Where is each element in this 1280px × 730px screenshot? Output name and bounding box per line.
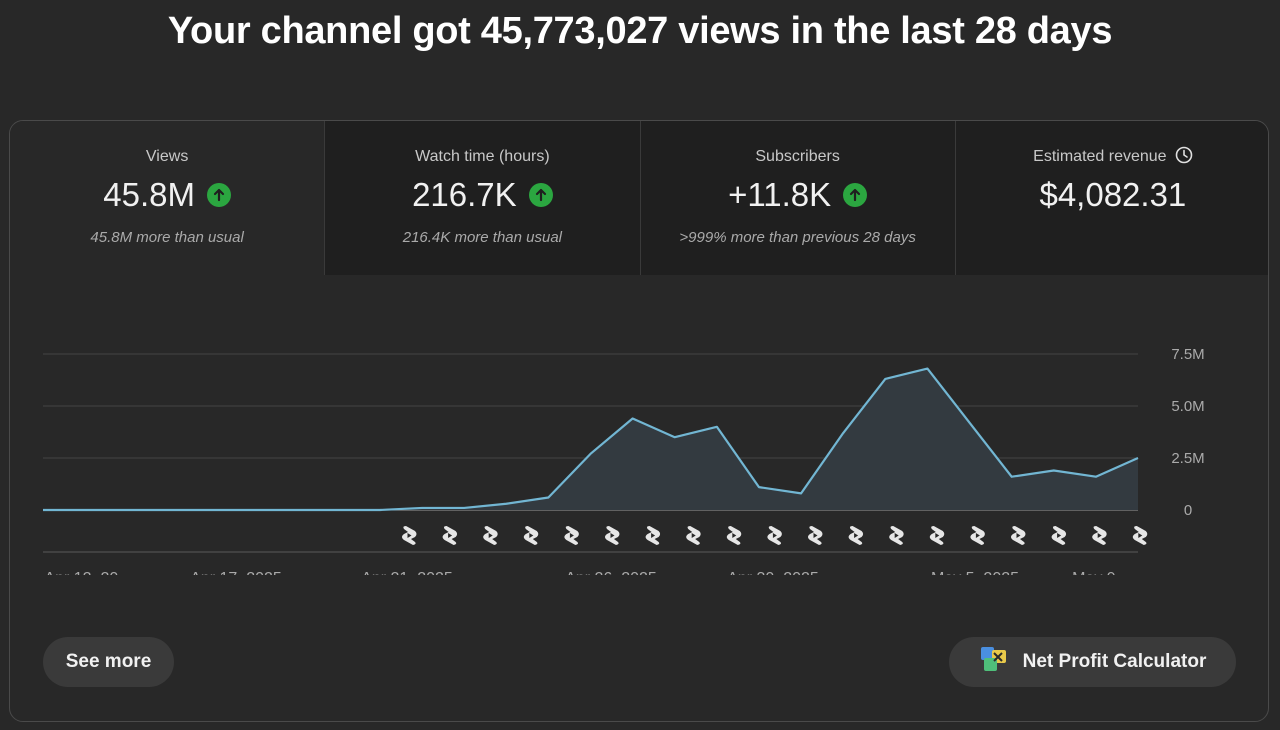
x-tick-label: Apr 17, 2025 — [190, 570, 282, 575]
see-more-button[interactable]: See more — [43, 637, 174, 687]
shorts-marker-icon[interactable] — [726, 526, 742, 545]
arrow-up-icon — [206, 183, 231, 207]
metric-value: $4,082.31 — [1039, 176, 1187, 213]
x-tick-label: Apr 12, 20... — [44, 570, 131, 575]
y-tick-label: 7.5M — [1171, 346, 1204, 363]
metric-label: Views — [145, 148, 189, 165]
net-profit-calculator-button[interactable]: Net Profit Calculator — [949, 637, 1236, 687]
x-tick-label: Apr 30, 2025 — [727, 570, 819, 575]
y-tick-label: 0 — [1184, 502, 1192, 519]
tab-views[interactable]: Views 45.8M 45.8M more than usual — [10, 121, 326, 275]
shorts-marker-icon[interactable] — [1132, 526, 1148, 545]
y-tick-label: 2.5M — [1171, 450, 1204, 467]
arrow-up-icon — [843, 183, 868, 207]
x-tick-label: May 9, ... — [1072, 570, 1138, 575]
area-fill — [43, 368, 1138, 510]
tab-subscribers[interactable]: Subscribers +11.8K >999% more than previ… — [640, 121, 956, 275]
x-tick-label: Apr 26, 2025 — [565, 570, 657, 575]
shorts-marker-icon[interactable] — [767, 526, 782, 545]
page-title: Your channel got 45,773,027 views in the… — [167, 10, 1113, 52]
metric-label: Estimated revenue — [1033, 148, 1167, 165]
views-chart[interactable]: 7.5M 5.0M 2.5M 0 Apr 12, 20... Apr 17, 2025 Ap… — [10, 275, 1269, 575]
shorts-marker-icon[interactable] — [442, 526, 458, 545]
shorts-marker-icon[interactable] — [645, 526, 661, 545]
clock-icon — [1175, 146, 1193, 169]
series-line — [43, 367, 1139, 512]
shorts-marker-icon[interactable] — [686, 526, 701, 545]
metric-comparison: 216.4K more than usual — [402, 229, 563, 246]
metric-label: Watch time (hours) — [415, 148, 550, 165]
arrow-up-icon — [528, 183, 553, 207]
shorts-marker-icon[interactable] — [402, 526, 417, 545]
shorts-marker-icon[interactable] — [1011, 526, 1026, 545]
metric-value: +11.8K — [728, 176, 832, 213]
metric-comparison: 45.8M more than usual — [90, 229, 244, 246]
tab-estimated-revenue[interactable]: Estimated revenue $4,082.31 — [955, 121, 1268, 275]
shorts-marker-icon[interactable] — [970, 526, 985, 545]
x-tick-label: Apr 21, 2025 — [361, 570, 453, 575]
x-tick-label: May 5, 2025 — [931, 570, 1019, 575]
metric-tabs: Views 45.8M 45.8M more than usual Watch … — [10, 121, 1268, 275]
metric-value: 216.7K — [412, 176, 517, 213]
metric-label: Subscribers — [755, 148, 840, 165]
shorts-marker-icon[interactable] — [523, 526, 539, 545]
shorts-marker-icon[interactable] — [564, 526, 579, 545]
calculator-logo-icon — [979, 644, 1009, 680]
shorts-marker-icon[interactable] — [1051, 526, 1067, 545]
shorts-marker-icon[interactable] — [929, 526, 945, 545]
analytics-card: Views 45.8M 45.8M more than usual Watch … — [9, 120, 1269, 722]
shorts-marker-icon[interactable] — [605, 526, 620, 545]
shorts-marker-icon[interactable] — [889, 526, 904, 545]
shorts-marker-icon[interactable] — [848, 526, 864, 545]
y-tick-label: 5.0M — [1171, 398, 1204, 415]
tab-watch-time[interactable]: Watch time (hours) 216.7K 216.4K more th… — [325, 121, 641, 275]
metric-value: 45.8M — [103, 176, 195, 213]
shorts-marker-icon[interactable] — [483, 526, 498, 545]
button-label: Net Profit Calculator — [1022, 651, 1207, 672]
shorts-marker-icon[interactable] — [808, 526, 823, 545]
shorts-marker-icon[interactable] — [1092, 526, 1107, 545]
metric-comparison: >999% more than previous 28 days — [679, 229, 916, 246]
